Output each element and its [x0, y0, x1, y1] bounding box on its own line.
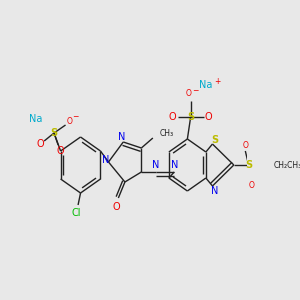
Text: N: N [170, 160, 178, 170]
Text: +: + [214, 76, 221, 85]
Text: −: − [72, 112, 79, 122]
Text: S: S [50, 128, 58, 138]
Text: N: N [118, 132, 125, 142]
Text: Cl: Cl [72, 208, 81, 218]
Text: −: − [192, 86, 199, 95]
Text: Na: Na [29, 114, 43, 124]
Text: O: O [205, 112, 213, 122]
Text: CH₃: CH₃ [159, 130, 174, 139]
Text: N: N [211, 186, 219, 196]
Text: N: N [101, 155, 109, 165]
Text: O: O [67, 116, 73, 125]
Text: O: O [57, 146, 64, 156]
Text: O: O [36, 139, 44, 149]
Text: O: O [169, 112, 176, 122]
Text: Na: Na [199, 80, 212, 90]
Text: O: O [249, 181, 255, 190]
Text: S: S [212, 135, 218, 145]
Text: CH₂CH₃: CH₂CH₃ [273, 160, 300, 169]
Text: S: S [187, 112, 194, 122]
Text: O: O [242, 140, 248, 149]
Text: O: O [113, 202, 121, 212]
Text: S: S [245, 160, 252, 170]
Text: N: N [152, 160, 160, 170]
Text: O: O [186, 89, 192, 98]
